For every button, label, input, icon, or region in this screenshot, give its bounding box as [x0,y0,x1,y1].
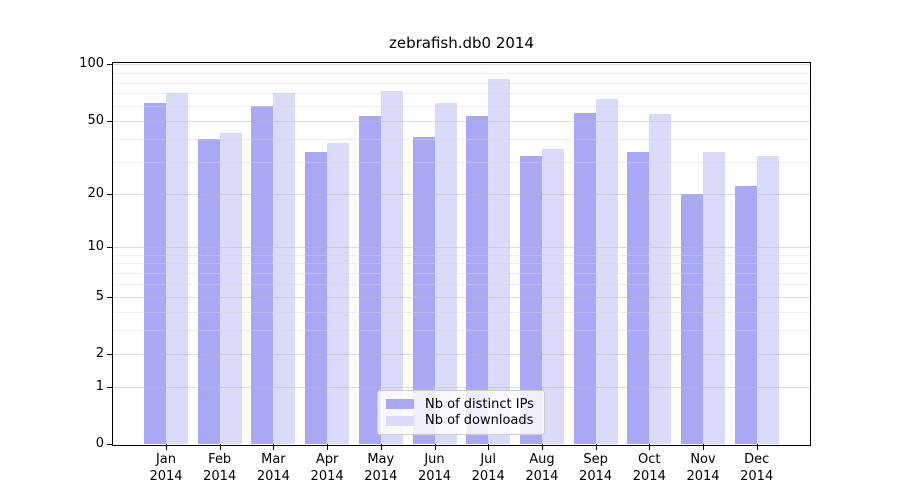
gridline-6 [113,283,810,285]
bar-downloads-may [380,91,403,444]
bar-downloads-mar [273,93,296,444]
bar-distinct-ips-may [358,115,381,444]
x-tick-label-apr: Apr 2014 [310,452,344,484]
chart-title: zebrafish.db0 2014 [388,34,535,52]
x-tick-nov [703,444,704,450]
gridline-40 [113,138,810,140]
y-tick-10 [107,246,113,248]
x-tick-sep [595,444,597,450]
bar-downloads-jan [166,93,188,444]
y-tick-label-5: 5 [95,288,104,304]
x-tick-label-jul: Jul 2014 [471,452,505,484]
y-tick-2 [107,353,113,355]
x-tick-apr [327,444,329,450]
gridline-50 [113,120,810,122]
y-tick-label-0: 0 [95,436,104,451]
bar-downloads-nov [703,151,725,444]
x-tick-feb [219,444,221,450]
bar-distinct-ips-jul [466,115,489,444]
x-tick-aug [541,444,543,450]
bar-distinct-ips-mar [251,105,274,444]
x-tick-label-may: May 2014 [364,452,398,484]
legend-item-downloads: Nb of downloads [386,413,536,428]
x-tick-label-sep: Sep 2014 [579,452,613,484]
bar-distinct-ips-aug [519,156,542,444]
bar-downloads-sep [595,99,618,444]
x-tick-jul [488,444,490,450]
bar-distinct-ips-nov [681,193,703,444]
gridline-2 [113,353,810,355]
y-tick-50 [107,120,113,122]
bar-downloads-dec [756,156,779,444]
bar-distinct-ips-apr [305,151,328,444]
x-tick-jun [434,444,436,450]
y-tick-label-1: 1 [95,378,104,394]
gridline-10 [113,246,810,248]
x-tick-may [380,444,382,450]
y-tick-100 [107,64,113,66]
x-tick-mar [273,444,275,450]
x-tick-label-nov: Nov 2014 [686,452,720,484]
gridline-8 [113,263,810,265]
x-tick-oct [649,444,651,450]
gridline-90 [113,72,810,74]
bar-distinct-ips-feb [197,138,220,444]
bar-downloads-feb [219,132,242,444]
gridline-1 [113,386,810,388]
y-tick-0 [107,444,113,445]
bar-downloads-oct [649,114,672,444]
legend: Nb of distinct IPs Nb of downloads [377,390,545,435]
x-tick-label-mar: Mar 2014 [256,452,290,484]
y-tick-label-10: 10 [87,238,104,254]
y-tick-1 [107,386,113,388]
gridline-100 [113,64,810,66]
x-tick-label-feb: Feb 2014 [203,452,237,484]
legend-label-distinct-ips: Nb of distinct IPs [425,396,534,412]
x-tick-label-dec: Dec 2014 [740,452,774,484]
x-tick-label-jun: Jun 2014 [417,452,452,484]
y-tick-20 [107,193,113,195]
bar-distinct-ips-sep [573,112,596,444]
x-tick-jan [166,444,167,450]
y-tick-label-2: 2 [95,345,104,361]
gridline-7 [113,272,810,274]
bar-downloads-jul [488,78,511,444]
y-tick-label-50: 50 [87,112,104,128]
bar-downloads-jun [434,103,457,444]
legend-label-downloads: Nb of downloads [425,413,534,429]
y-tick-label-100: 100 [79,56,104,72]
y-tick-label-20: 20 [87,185,104,201]
bar-distinct-ips-jun [412,136,435,444]
x-tick-label-jan: Jan 2014 [149,452,183,484]
legend-swatch-distinct-ips [386,399,414,410]
gridline-30 [113,161,810,163]
x-tick-dec [756,444,758,450]
legend-item-distinct-ips: Nb of distinct IPs [386,397,536,412]
x-tick-label-aug: Aug 2014 [525,452,559,484]
bar-downloads-apr [327,142,350,444]
bar-distinct-ips-dec [734,186,757,444]
gridline-3 [113,329,810,331]
y-tick-5 [107,296,113,298]
gridline-60 [113,105,810,107]
legend-swatch-downloads [386,415,414,426]
x-tick-label-oct: Oct 2014 [632,452,666,484]
gridline-70 [113,93,810,95]
bar-distinct-ips-jan [144,103,166,444]
bar-distinct-ips-oct [627,151,650,444]
gridline-80 [113,82,810,84]
gridline-5 [113,296,810,298]
gridline-20 [113,193,810,195]
gridline-4 [113,311,810,313]
gridline-9 [113,254,810,256]
